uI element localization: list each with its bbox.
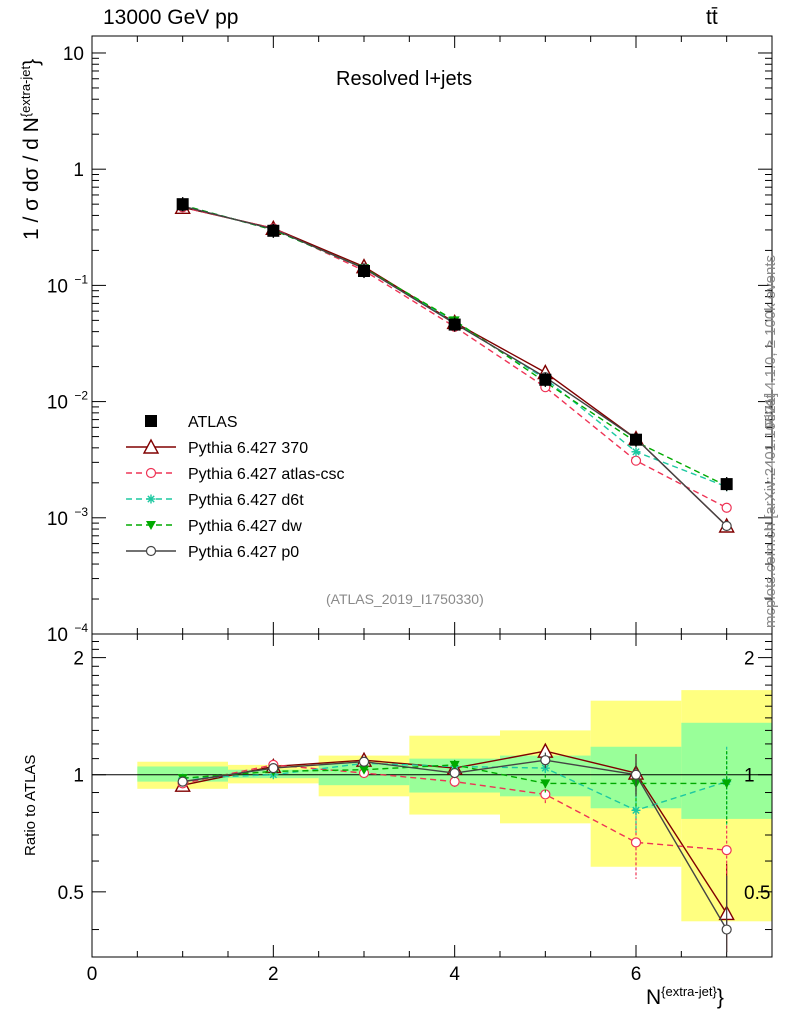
data-point [358,264,370,277]
ratio-tick-label-left: 0.5 [58,883,84,904]
legend-marker-2 [146,494,156,504]
x-tick-label: 0 [87,964,98,985]
legend-label-2: Pythia 6.427 d6t [188,492,304,509]
ratio-tick-label-right: 1 [744,766,755,787]
legend-marker-4 [145,545,157,557]
data-point [448,318,461,331]
energy-label: 13000 GeV pp [103,6,239,29]
series-marker-4 [721,520,732,532]
y-axis-title-close: } [20,58,43,66]
legend-label-3: Pythia 6.427 dw [188,518,302,535]
side-mcplots-label: mcplots.cern.ch [arXiv:2401.10621] [762,392,779,628]
y-tick-exponent: −4 [74,621,88,635]
ratio-marker-1 [449,776,460,787]
data-point [267,224,280,237]
ratio-marker-4 [721,924,732,935]
y-tick-label: 10 [47,393,68,414]
ratio-marker-3 [540,779,551,789]
y-tick-label: 10 [47,509,68,530]
y-axis-title: 1 / σ dσ / d N{extra-jet} [18,59,44,240]
legend-label-4: Pythia 6.427 p0 [188,544,299,561]
legend-data-marker [145,415,157,427]
ratio-marker-4 [177,776,188,787]
ratio-marker-4 [358,756,370,767]
ratio-tick-label-left: 1 [73,766,84,787]
y-tick-label: 10 [47,625,68,646]
y-axis-title-sup: {extra-jet [18,65,33,118]
x-axis-title: N{extra-jet}} [646,984,724,1010]
ratio-tick-label-left: 2 [73,649,84,670]
ratio-marker-3 [449,760,460,770]
x-tick-label: 6 [631,964,642,985]
legend-marker-2-ray [147,495,155,503]
y-tick-exponent: −3 [74,505,88,519]
ratio-marker-1 [630,837,642,848]
ratio-tick-label-right: 0.5 [744,883,770,904]
series-marker-1 [721,502,732,513]
ratio-marker-3 [359,765,369,775]
legend-marker-1 [145,467,157,479]
chart-title: Resolved l+jets [336,68,473,90]
ratio-marker-3 [721,779,732,789]
x-tick-label: 4 [449,964,460,985]
x-tick-label: 2 [268,964,279,985]
ratio-marker-4 [449,767,460,779]
ratio-marker-2-ray [541,764,550,772]
ratio-marker-1 [721,845,732,856]
data-point [720,478,733,491]
y-tick-exponent: −2 [74,389,88,403]
legend-label-0: Pythia 6.427 370 [188,440,308,457]
legend-marker-0 [142,438,160,454]
ratio-marker-2 [631,805,641,815]
series-marker-1 [630,455,642,466]
ratio-marker-4 [630,769,642,780]
y-tick-exponent: −1 [74,272,88,286]
series-marker-2 [631,447,641,457]
y-tick-label: 1 [73,160,84,181]
ratio-frame [91,633,773,958]
y-tick-label: 10 [63,44,84,65]
x-axis-title-close: } [716,986,724,1009]
ratio-marker-4 [540,755,551,766]
legend-data-label: ATLAS [188,414,238,431]
data-point [176,198,189,211]
legend-label-1: Pythia 6.427 atlas-csc [188,466,345,483]
ratio-tick-label-right: 2 [744,649,755,670]
data-point [539,373,552,386]
x-axis-title-text: N [646,986,662,1009]
data-point [630,433,642,446]
legend-marker-3 [146,521,156,530]
y-tick-label: 10 [47,276,68,297]
x-axis-title-sup: {extra-jet} [661,984,717,999]
ratio-marker-4 [268,762,279,774]
ratio-y-axis-title: Ratio to ATLAS [22,754,39,856]
ratio-marker-2-ray [632,806,640,815]
process-label: tt̄ [706,6,718,29]
series-line-1 [182,206,727,509]
y-axis-title-text: 1 / σ dσ / d N [20,117,43,240]
analysis-label: (ATLAS_2019_I1750330) [326,591,484,607]
series-marker-2-ray [632,448,640,456]
